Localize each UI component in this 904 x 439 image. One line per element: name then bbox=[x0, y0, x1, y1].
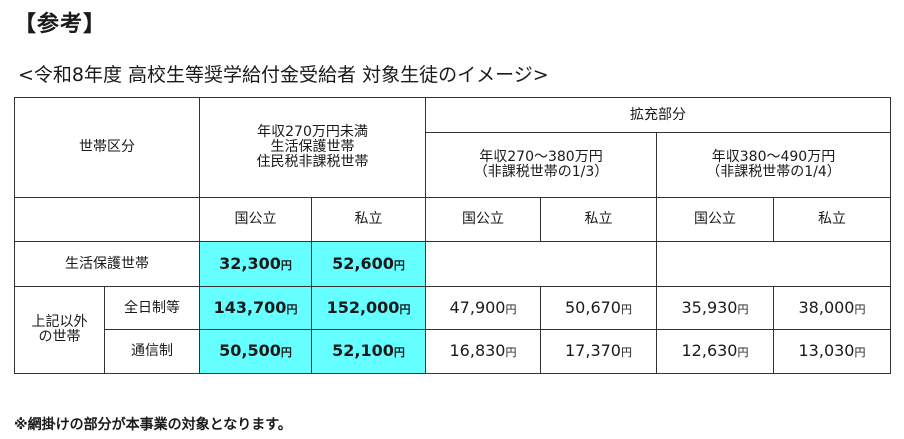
correspondence-a-private-cell: 17,370円 bbox=[540, 329, 657, 374]
yen-unit: 円 bbox=[620, 346, 632, 359]
yen-unit: 円 bbox=[737, 346, 749, 359]
amount: 17,370 bbox=[565, 341, 621, 360]
correspondence-a-public-cell: 16,830円 bbox=[425, 329, 541, 374]
amount: 12,630 bbox=[681, 341, 738, 360]
amount: 52,100 bbox=[332, 341, 394, 360]
benefit-table: 世帯区分 年収270万円未満 生活保護世帯 住民税非課税世帯 拡充部分 年収27… bbox=[14, 97, 891, 374]
yen-unit: 円 bbox=[505, 302, 517, 316]
fulltime-public-cell: 143,700円 bbox=[199, 286, 312, 330]
col-b-private: 私立 bbox=[773, 197, 891, 242]
welfare-band-a-empty bbox=[425, 241, 657, 287]
header-base-group: 年収270万円未満 生活保護世帯 住民税非課税世帯 bbox=[199, 97, 426, 198]
base-group-income: 年収270万円未満 bbox=[257, 124, 368, 140]
amount: 152,000 bbox=[326, 297, 400, 317]
welfare-public-cell: 32,300円 bbox=[199, 241, 312, 287]
yen-unit: 円 bbox=[286, 302, 298, 316]
amount: 50,670 bbox=[565, 297, 621, 317]
yen-unit: 円 bbox=[393, 258, 405, 272]
fulltime-b-private-cell: 38,000円 bbox=[773, 286, 891, 330]
fulltime-b-public-cell: 35,930円 bbox=[656, 286, 774, 330]
amount: 52,600 bbox=[332, 253, 394, 273]
correspondence-public-cell: 50,500円 bbox=[199, 329, 312, 374]
amount: 32,300 bbox=[219, 253, 281, 273]
yen-unit: 円 bbox=[393, 346, 405, 359]
other-group-line1: 上記以外 bbox=[31, 314, 88, 330]
col-base-private: 私立 bbox=[311, 197, 426, 242]
row-fulltime: 上記以外 の世帯 全日制等 143,700円 152,000円 47,900円 … bbox=[14, 286, 891, 374]
other-group-label: 上記以外 の世帯 bbox=[14, 286, 105, 374]
amount: 16,830 bbox=[449, 341, 506, 360]
header-empty bbox=[14, 197, 200, 242]
header-band-b: 年収380～490万円 （非課税世帯の1/4） bbox=[656, 132, 891, 198]
yen-unit: 円 bbox=[280, 346, 292, 359]
correspondence-b-private-cell: 13,030円 bbox=[773, 329, 891, 374]
page-subtitle: <令和8年度 高校生等奨学給付金受給者 対象生徒のイメージ> bbox=[18, 64, 549, 86]
col-base-public: 国公立 bbox=[199, 197, 312, 242]
base-group-welfare: 生活保護世帯 bbox=[270, 139, 355, 155]
row-welfare: 生活保護世帯 32,300円 52,600円 bbox=[14, 241, 891, 287]
base-group-nontaxable: 住民税非課税世帯 bbox=[256, 154, 369, 170]
yen-unit: 円 bbox=[854, 346, 866, 359]
row-correspondence-label: 通信制 bbox=[104, 329, 200, 374]
row-correspondence: 通信制 50,500円 52,100円 16,830円 17,370円 12,6… bbox=[15, 329, 891, 374]
yen-unit: 円 bbox=[505, 346, 517, 359]
amount: 50,500 bbox=[219, 341, 281, 360]
amount: 38,000 bbox=[798, 297, 855, 317]
welfare-private-cell: 52,600円 bbox=[311, 241, 426, 287]
col-a-private: 私立 bbox=[540, 197, 657, 242]
other-group-line2: の世帯 bbox=[38, 329, 81, 345]
amount: 35,930 bbox=[681, 297, 738, 317]
header-setai-kubun: 世帯区分 bbox=[14, 97, 200, 198]
header-expansion: 拡充部分 bbox=[425, 97, 891, 133]
row-fulltime-label: 全日制等 bbox=[104, 286, 200, 330]
row-welfare-label: 生活保護世帯 bbox=[14, 241, 200, 287]
yen-unit: 円 bbox=[854, 302, 866, 316]
band-a-ratio: （非課税世帯の1/3） bbox=[473, 164, 609, 180]
fulltime-a-private-cell: 50,670円 bbox=[540, 286, 657, 330]
correspondence-b-public-cell: 12,630円 bbox=[656, 329, 774, 374]
col-a-public: 国公立 bbox=[425, 197, 541, 242]
band-b-income: 年収380～490万円 bbox=[711, 149, 836, 165]
band-b-ratio: （非課税世帯の1/4） bbox=[706, 164, 841, 180]
page-heading: 【参考】 bbox=[14, 12, 107, 37]
welfare-band-b-empty bbox=[656, 241, 891, 287]
fulltime-private-cell: 152,000円 bbox=[311, 286, 426, 330]
footnote: ※網掛けの部分が本事業の対象となります。 bbox=[14, 417, 292, 433]
col-b-public: 国公立 bbox=[656, 197, 774, 242]
yen-unit: 円 bbox=[737, 302, 749, 316]
correspondence-private-cell: 52,100円 bbox=[311, 329, 426, 374]
yen-unit: 円 bbox=[620, 302, 632, 316]
band-a-income: 年収270～380万円 bbox=[479, 149, 603, 165]
yen-unit: 円 bbox=[399, 302, 411, 316]
amount: 143,700 bbox=[213, 297, 287, 317]
amount: 47,900 bbox=[449, 297, 506, 317]
yen-unit: 円 bbox=[280, 258, 292, 272]
header-band-a: 年収270～380万円 （非課税世帯の1/3） bbox=[425, 132, 657, 198]
fulltime-a-public-cell: 47,900円 bbox=[425, 286, 541, 330]
amount: 13,030 bbox=[798, 341, 855, 360]
